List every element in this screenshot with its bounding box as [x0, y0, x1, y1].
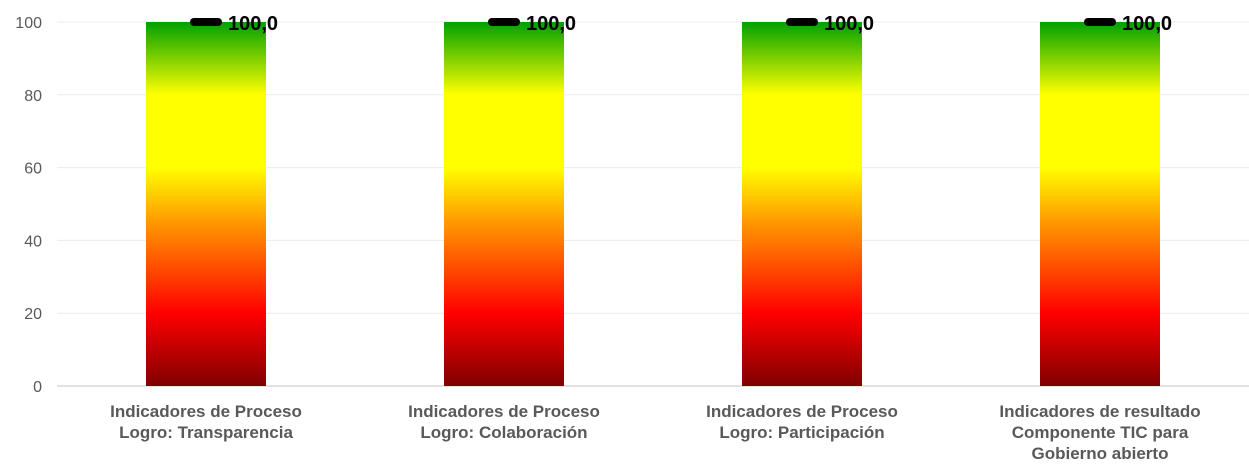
data-label: 100,0	[228, 13, 278, 35]
bar	[1040, 22, 1160, 386]
y-tick-label: 100	[15, 15, 42, 32]
y-tick-label: 80	[24, 88, 42, 105]
x-tick-label: Indicadores de Proceso Logro: Transparenc…	[110, 402, 302, 442]
y-tick-label: 0	[33, 379, 42, 396]
x-tick-label-line: Componente TIC para	[1012, 423, 1189, 442]
data-label: 100,0	[526, 13, 576, 35]
y-tick-label: 40	[24, 233, 42, 250]
x-tick-label: Indicadores de Proceso Logro: Colaboració…	[408, 402, 600, 442]
bar	[742, 22, 862, 386]
x-tick-label-line: Logro: Participación	[719, 423, 884, 442]
x-tick-label-line: Indicadores de Proceso	[706, 402, 898, 421]
y-tick-label: 20	[24, 306, 42, 323]
x-tick-label-line: Logro: Transparencia	[119, 423, 293, 442]
x-tick-label: Indicadores de Proceso Logro: Participaci…	[706, 402, 898, 442]
x-tick-label-line: Indicadores de Proceso	[408, 402, 600, 421]
x-tick-label: Indicadores de resultado Componente TIC p…	[999, 402, 1200, 463]
bar	[146, 22, 266, 386]
x-tick-label-line: Indicadores de Proceso	[110, 402, 302, 421]
x-tick-label-line: Logro: Colaboración	[420, 423, 587, 442]
bar	[444, 22, 564, 386]
data-label: 100,0	[824, 13, 874, 35]
bars	[146, 22, 1160, 386]
x-tick-label-line: Gobierno abierto	[1032, 444, 1169, 463]
x-tick-label-line: Indicadores de resultado	[999, 402, 1200, 421]
data-label: 100,0	[1122, 13, 1172, 35]
y-tick-label: 60	[24, 161, 42, 178]
labels: 100,0 Indicadores de Proceso Logro: Transp…	[110, 13, 1201, 463]
